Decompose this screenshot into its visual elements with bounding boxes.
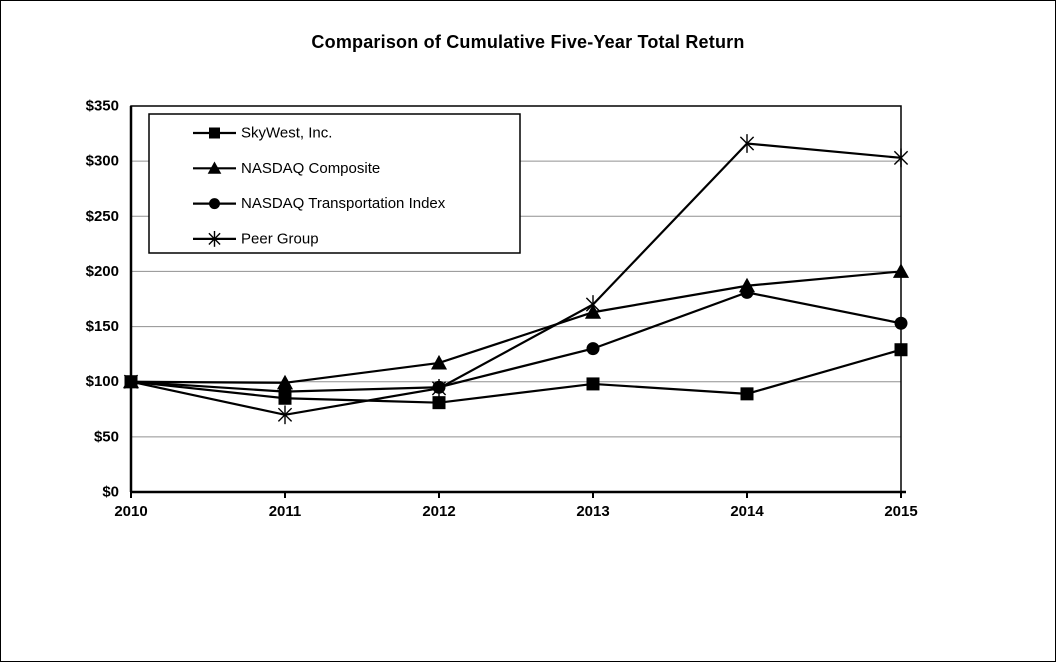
triangle-marker-icon	[207, 161, 222, 174]
legend-item-3: Peer Group	[193, 230, 319, 247]
square-marker-icon	[124, 375, 138, 389]
circle-marker-icon	[586, 342, 600, 356]
chart-legend: SkyWest, Inc. NASDAQ Composite NASDAQ Tran…	[148, 113, 521, 254]
series-line-0	[130, 348, 902, 404]
square-marker-icon	[278, 391, 292, 405]
circle-marker-icon	[740, 285, 754, 299]
star-marker-icon	[893, 148, 909, 168]
legend-label: SkyWest, Inc.	[241, 125, 332, 142]
series-line-3	[130, 142, 902, 416]
circle-marker-icon	[432, 380, 446, 394]
x-tick-label: 2015	[884, 503, 917, 520]
series-line-2	[130, 291, 902, 393]
y-tick-label: $350	[86, 98, 119, 115]
square-marker-icon	[209, 127, 220, 139]
y-tick-label: $150	[86, 318, 119, 335]
circle-marker-icon	[209, 198, 220, 210]
star-marker-icon	[208, 230, 221, 247]
y-tick-label: $100	[86, 373, 119, 390]
legend-item-1: NASDAQ Composite	[193, 160, 380, 177]
y-tick-label: $300	[86, 153, 119, 170]
legend-item-0: SkyWest, Inc.	[193, 125, 332, 142]
x-tick-label: 2010	[114, 503, 147, 520]
triangle-marker-icon	[276, 374, 294, 390]
x-tick-label: 2011	[269, 503, 302, 520]
square-marker-icon	[432, 396, 446, 410]
circle-marker-icon	[894, 316, 908, 330]
y-tick-label: $0	[102, 484, 119, 501]
legend-label: NASDAQ Composite	[241, 160, 380, 177]
square-marker-icon	[586, 377, 600, 391]
legend-box	[148, 113, 521, 254]
legend-item-2: NASDAQ Transportation Index	[193, 195, 446, 212]
star-marker-icon	[277, 405, 293, 425]
triangle-marker-icon	[892, 263, 910, 278]
star-marker-icon	[739, 134, 755, 153]
square-marker-icon	[894, 343, 908, 357]
series-line-1	[130, 270, 902, 384]
x-tick-label: 2014	[730, 503, 764, 520]
star-marker-icon	[585, 295, 601, 314]
triangle-marker-icon	[430, 354, 448, 370]
y-tick-label: $200	[86, 263, 119, 280]
chart-title: Comparison of Cumulative Five-Year Total…	[311, 32, 745, 52]
legend-label: Peer Group	[241, 230, 319, 247]
x-tick-label: 2012	[422, 503, 455, 520]
x-tick-label: 2013	[576, 503, 609, 520]
square-marker-icon	[740, 387, 754, 401]
legend-label: NASDAQ Transportation Index	[241, 195, 446, 212]
y-tick-label: $250	[86, 208, 119, 225]
y-tick-label: $50	[94, 428, 119, 445]
